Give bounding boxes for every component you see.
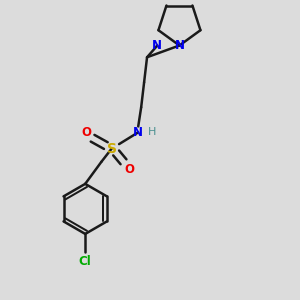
Text: N: N <box>152 39 162 52</box>
Text: Cl: Cl <box>79 254 92 268</box>
Text: O: O <box>82 126 92 139</box>
Text: S: S <box>107 142 117 155</box>
Text: O: O <box>124 163 134 176</box>
Text: N: N <box>133 126 143 139</box>
Text: N: N <box>174 39 184 52</box>
Text: H: H <box>148 127 157 137</box>
